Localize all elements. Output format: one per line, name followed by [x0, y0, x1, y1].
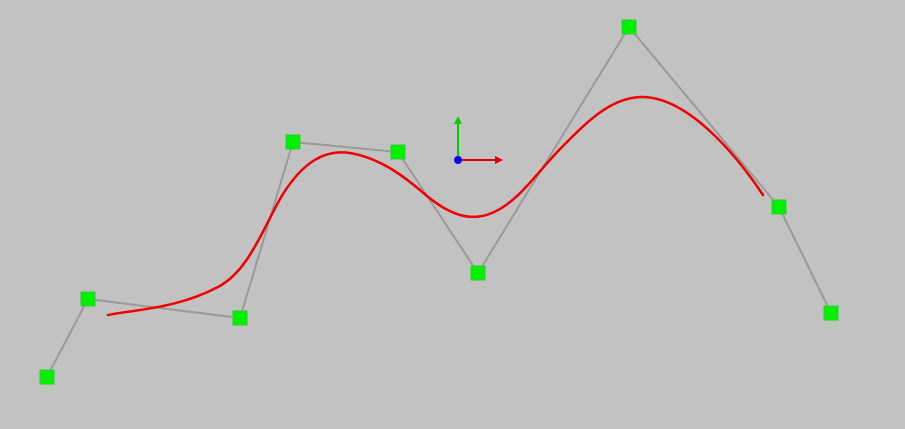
- control-point-handle[interactable]: [39, 369, 55, 385]
- transform-gizmo[interactable]: [454, 116, 503, 164]
- control-point-handle[interactable]: [232, 310, 248, 326]
- control-point-handle[interactable]: [771, 199, 787, 215]
- control-point-handle[interactable]: [390, 144, 406, 160]
- control-point-handle[interactable]: [621, 19, 637, 35]
- gizmo-x-arrow-icon: [495, 156, 503, 164]
- gizmo-y-arrow-icon: [454, 116, 462, 124]
- control-point-handle[interactable]: [80, 291, 96, 307]
- gizmo-origin[interactable]: [454, 156, 462, 164]
- bspline-curve: [106, 95, 765, 317]
- control-point-handle[interactable]: [470, 265, 486, 281]
- control-polygon: [46, 25, 832, 378]
- control-handles: [39, 19, 839, 385]
- control-point-handle[interactable]: [285, 134, 301, 150]
- control-point-handle[interactable]: [823, 305, 839, 321]
